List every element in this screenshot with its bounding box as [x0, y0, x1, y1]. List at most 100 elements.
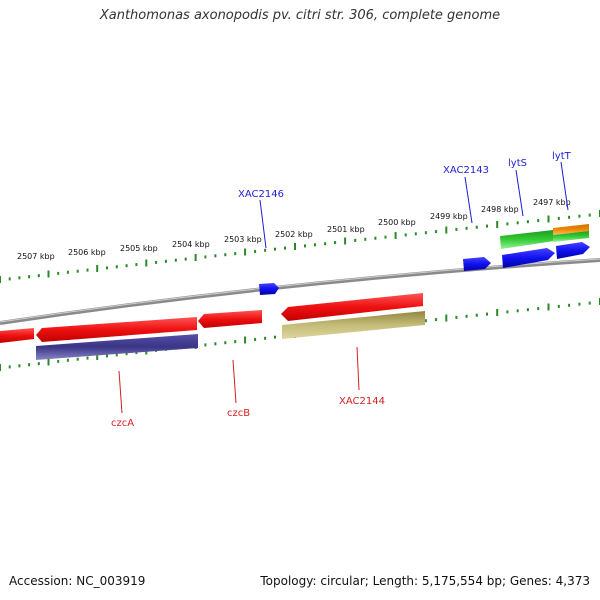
- label-czcb: czcB: [227, 408, 250, 419]
- scale-minor-tick: [568, 215, 571, 219]
- scale-minor-tick: [115, 353, 118, 357]
- scale-minor-tick: [537, 307, 540, 311]
- scale-minor-tick: [28, 363, 31, 367]
- scale-major-tick: [194, 254, 197, 261]
- upper-scale-ticks: [0, 210, 600, 283]
- scale-minor-tick: [424, 231, 427, 235]
- scale-minor-tick: [264, 248, 267, 252]
- scale-major-tick: [0, 364, 1, 371]
- scale-minor-tick: [516, 309, 519, 313]
- scale-major-tick: [547, 303, 550, 311]
- scale-minor-tick: [314, 243, 316, 247]
- connector-xac2143: [464, 176, 473, 224]
- kbp-label: 2506 kbp: [68, 248, 106, 257]
- kbp-label: 2504 kbp: [172, 240, 210, 249]
- scale-minor-tick: [557, 304, 560, 308]
- scale-minor-tick: [486, 224, 488, 228]
- kbp-label: 2501 kbp: [327, 225, 365, 234]
- scale-minor-tick: [324, 242, 327, 246]
- kbp-label: 2500 kbp: [378, 218, 416, 227]
- connector-xac2144: [356, 346, 360, 391]
- scale-major-tick: [344, 237, 347, 245]
- scale-minor-tick: [224, 253, 227, 257]
- scale-major-tick: [47, 270, 50, 278]
- scale-minor-tick: [588, 301, 591, 305]
- scale-minor-tick: [66, 358, 69, 362]
- scale-minor-tick: [264, 336, 267, 340]
- connector-lyts: [515, 169, 524, 217]
- scale-minor-tick: [506, 222, 509, 226]
- scale-minor-tick: [274, 335, 276, 339]
- scale-minor-tick: [354, 238, 357, 242]
- scale-minor-tick: [578, 302, 581, 306]
- scale-minor-tick: [57, 359, 60, 363]
- scale-minor-tick: [465, 226, 468, 230]
- scale-major-tick: [244, 248, 247, 256]
- kbp-label: 2499 kbp: [430, 212, 468, 221]
- kbp-label: 2502 kbp: [275, 230, 313, 239]
- gene-czca[interactable]: [36, 317, 197, 342]
- scale-minor-tick: [76, 269, 79, 273]
- scale-minor-tick: [86, 268, 89, 272]
- connector-czca: [118, 370, 123, 414]
- scale-minor-tick: [374, 236, 377, 240]
- gene-czcA-partial[interactable]: [0, 328, 34, 343]
- scale-minor-tick: [506, 310, 509, 314]
- scale-major-tick: [496, 221, 499, 228]
- scale-minor-tick: [486, 312, 488, 316]
- scale-major-tick: [496, 309, 499, 316]
- gene-lytt[interactable]: [556, 242, 590, 259]
- label-lytt: lytT: [552, 151, 572, 162]
- scale-major-tick: [294, 243, 296, 250]
- scale-minor-tick: [174, 258, 177, 262]
- czca-annotation-bar: [36, 334, 198, 360]
- scale-minor-tick: [568, 303, 571, 307]
- scale-minor-tick: [526, 220, 529, 224]
- scale-minor-tick: [234, 252, 237, 256]
- scale-minor-tick: [557, 216, 560, 220]
- scale-minor-tick: [125, 352, 128, 356]
- scale-minor-tick: [465, 314, 468, 318]
- scale-minor-tick: [455, 315, 458, 319]
- gene-xac2146[interactable]: [259, 283, 279, 295]
- scale-minor-tick: [334, 241, 337, 245]
- gene-xac2143[interactable]: [463, 257, 491, 271]
- scale-minor-tick: [214, 342, 217, 346]
- scale-minor-tick: [18, 276, 21, 280]
- kbp-label: 2507 kbp: [17, 252, 55, 261]
- label-xac2143: XAC2143: [443, 165, 489, 176]
- scale-minor-tick: [76, 357, 79, 361]
- connector-lytt: [560, 161, 569, 211]
- scale-minor-tick: [435, 230, 438, 234]
- lyts-annotation-bar: [500, 230, 554, 249]
- scale-major-tick: [394, 232, 397, 239]
- scale-minor-tick: [184, 257, 187, 261]
- scale-minor-tick: [8, 365, 11, 369]
- scale-minor-tick: [155, 260, 158, 264]
- scale-minor-tick: [284, 246, 286, 250]
- label-xac2146: XAC2146: [238, 189, 284, 200]
- label-lyts: lytS: [508, 158, 527, 169]
- scale-minor-tick: [475, 225, 478, 229]
- genome-title: Xanthomonas axonopodis pv. citri str. 30…: [99, 8, 501, 23]
- scale-minor-tick: [66, 270, 69, 274]
- kbp-label: 2497 kbp: [533, 198, 571, 207]
- gene-xac2144[interactable]: [281, 293, 423, 321]
- scale-minor-tick: [588, 213, 591, 217]
- scale-minor-tick: [224, 341, 227, 345]
- scale-minor-tick: [86, 356, 89, 360]
- kbp-label: 2505 kbp: [120, 244, 158, 253]
- scale-major-tick: [96, 353, 99, 360]
- scale-major-tick: [0, 276, 1, 283]
- genome-info-label: Topology: circular; Length: 5,175,554 bp…: [260, 574, 590, 588]
- label-xac2144: XAC2144: [339, 396, 385, 407]
- accession-label: Accession: NC_003919: [9, 574, 146, 588]
- scale-minor-tick: [204, 255, 207, 259]
- scale-minor-tick: [204, 343, 207, 347]
- gene-lyts[interactable]: [502, 248, 555, 268]
- gene-czcb[interactable]: [198, 310, 262, 328]
- xac2144-annotation-bar: [282, 311, 425, 339]
- scale-major-tick: [445, 226, 448, 234]
- scale-minor-tick: [8, 277, 11, 281]
